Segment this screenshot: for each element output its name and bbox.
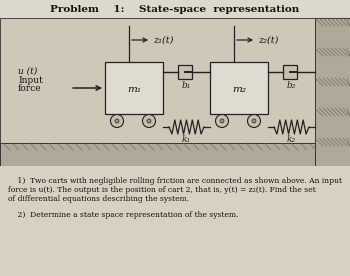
- Text: z₂(t): z₂(t): [258, 36, 278, 44]
- Circle shape: [115, 119, 119, 123]
- Bar: [210, 62, 268, 114]
- Text: force: force: [18, 84, 42, 93]
- Circle shape: [216, 115, 229, 128]
- Text: Input: Input: [18, 76, 43, 85]
- Text: z₁(t): z₁(t): [153, 36, 173, 44]
- Bar: [315, 18, 350, 166]
- Text: m₁: m₁: [127, 86, 141, 94]
- Text: u (t): u (t): [18, 67, 37, 76]
- Bar: [0, 166, 350, 276]
- Text: k₂: k₂: [287, 135, 296, 144]
- Circle shape: [147, 119, 151, 123]
- Text: m₂: m₂: [232, 86, 246, 94]
- Circle shape: [142, 115, 155, 128]
- Text: force is u(t). The output is the position of cart 2, that is, y(t) = z₂(t). Find: force is u(t). The output is the positio…: [8, 186, 316, 194]
- Circle shape: [252, 119, 256, 123]
- Bar: [105, 62, 163, 114]
- Bar: [0, 143, 315, 166]
- Text: b₂: b₂: [287, 81, 296, 90]
- Circle shape: [247, 115, 260, 128]
- Text: of differential equations describing the system.: of differential equations describing the…: [8, 195, 189, 203]
- Text: Problem    1:    State-space  representation: Problem 1: State-space representation: [50, 6, 300, 15]
- Circle shape: [111, 115, 124, 128]
- Bar: [0, 18, 350, 166]
- Text: b₁: b₁: [182, 81, 191, 90]
- Bar: [177, 65, 191, 79]
- Bar: [282, 65, 296, 79]
- Circle shape: [220, 119, 224, 123]
- Text: 2)  Determine a state space representation of the system.: 2) Determine a state space representatio…: [8, 211, 238, 219]
- Text: 1)  Two carts with negligible rolling friction are connected as shown above. An : 1) Two carts with negligible rolling fri…: [8, 177, 342, 185]
- Text: k₁: k₁: [182, 135, 191, 144]
